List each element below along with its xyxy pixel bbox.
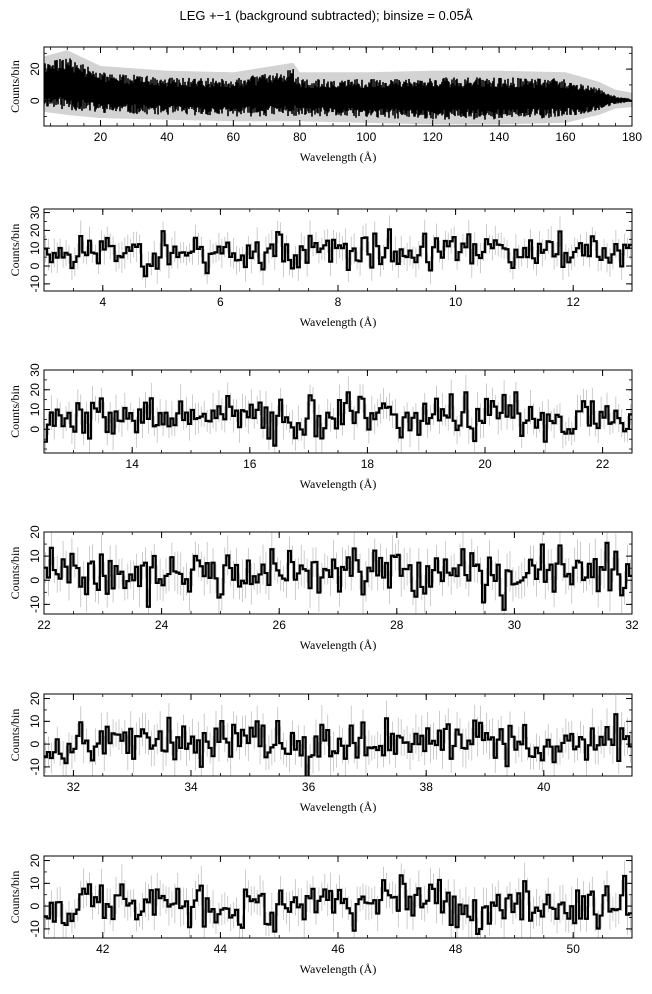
x-tick-label: 42	[96, 942, 110, 956]
y-tick-label: 0	[28, 902, 42, 909]
x-tick-label: 18	[361, 457, 375, 471]
x-axis-label: Wavelength (Å)	[300, 962, 377, 976]
x-tick-label: 24	[155, 618, 169, 632]
x-tick-label: 26	[273, 618, 287, 632]
y-tick-label: -10	[28, 275, 42, 293]
x-axis-label: Wavelength (Å)	[300, 477, 377, 491]
chart-panel-3: 14 16 18 20 22 0 10 20 30 Wavelength (Å) Counts/bi…	[8, 363, 633, 491]
y-tick-label: 0	[28, 740, 42, 747]
x-tick-label: 40	[537, 780, 551, 794]
plot-frame	[43, 46, 633, 127]
y-tick-label: 10	[28, 241, 42, 255]
x-tick-label: 120	[423, 130, 443, 144]
data-layer	[44, 374, 632, 453]
y-axis-label: Counts/bin	[8, 709, 22, 762]
x-axis-label: Wavelength (Å)	[300, 638, 377, 652]
x-tick-label: 48	[449, 942, 463, 956]
y-axis-label: Counts/bin	[8, 871, 22, 924]
x-tick-label: 80	[293, 130, 307, 144]
x-tick-label: 8	[335, 295, 342, 309]
y-tick-label: 10	[28, 876, 42, 890]
y-axis-label: Counts/bin	[8, 547, 22, 600]
x-tick-label: 20	[94, 130, 108, 144]
data-series	[44, 228, 632, 278]
x-tick-label: 30	[508, 618, 522, 632]
y-tick-label: 20	[28, 854, 42, 868]
x-tick-label: 28	[390, 618, 404, 632]
chart-panel-5: 32 34 36 38 40 -10 0 10 20 Wavelength (Å) Counts/b…	[8, 692, 633, 814]
y-tick-label: -10	[28, 920, 42, 938]
data-layer	[44, 860, 632, 938]
chart-panel-1: 20 40 60 80 100 120 140 160 180 0 20 Wavelength (Å)…	[8, 46, 642, 164]
y-tick-label: 10	[28, 549, 42, 563]
y-tick-label: 20	[28, 525, 42, 539]
x-tick-label: 10	[449, 295, 463, 309]
x-tick-label: 32	[625, 618, 639, 632]
y-tick-label: 20	[28, 692, 42, 706]
y-tick-label: 20	[28, 62, 42, 76]
x-axis-label: Wavelength (Å)	[300, 150, 377, 164]
x-tick-label: 180	[622, 130, 642, 144]
x-tick-label: 60	[227, 130, 241, 144]
y-tick-label: 20	[28, 383, 42, 397]
x-tick-label: 140	[489, 130, 509, 144]
x-tick-label: 38	[420, 780, 434, 794]
x-tick-label: 34	[184, 780, 198, 794]
y-axis-label: Counts/bin	[8, 60, 22, 113]
x-tick-label: 12	[567, 295, 581, 309]
x-tick-label: 6	[217, 295, 224, 309]
x-axis-label: Wavelength (Å)	[300, 315, 377, 329]
x-tick-label: 14	[126, 457, 140, 471]
chart-panel-6: 42 44 46 48 50 -10 0 10 20 Wavelength (Å) Counts/b…	[8, 854, 633, 976]
x-tick-label: 160	[556, 130, 576, 144]
data-series	[44, 391, 632, 447]
x-tick-label: 16	[243, 457, 257, 471]
x-tick-label: 32	[67, 780, 81, 794]
y-tick-label: 0	[28, 97, 42, 104]
data-layer	[44, 532, 632, 614]
data-series	[44, 874, 632, 936]
x-tick-label: 50	[567, 942, 581, 956]
y-tick-label: 30	[28, 363, 42, 377]
x-tick-label: 20	[478, 457, 492, 471]
chart-panel-4: 22 24 26 28 30 32 -10 0 10 20 Wavelength (Å) Counts…	[8, 525, 639, 652]
y-tick-label: 30	[28, 206, 42, 220]
y-axis-label: Counts/bin	[8, 224, 22, 277]
y-tick-label: 0	[28, 262, 42, 269]
x-tick-label: 46	[331, 942, 345, 956]
y-tick-label: 10	[28, 714, 42, 728]
chart-panel-2: 4 6 8 10 12 -10 0 10 20 30 Wavelength (Å) Counts/bi…	[8, 206, 633, 329]
y-tick-label: -10	[28, 595, 42, 613]
data-series	[44, 58, 632, 120]
x-tick-label: 44	[214, 942, 228, 956]
data-layer	[44, 695, 632, 776]
data-series	[44, 541, 632, 611]
x-axis-label: Wavelength (Å)	[300, 800, 377, 814]
y-tick-label: 10	[28, 403, 42, 417]
x-tick-label: 36	[302, 780, 316, 794]
x-tick-label: 100	[356, 130, 376, 144]
data-layer	[44, 50, 632, 125]
y-axis-label: Counts/bin	[8, 385, 22, 438]
x-tick-label: 22	[37, 618, 51, 632]
data-series	[44, 713, 632, 776]
y-tick-label: 0	[28, 426, 42, 433]
data-layer	[44, 215, 632, 288]
y-tick-label: 20	[28, 223, 42, 237]
x-tick-label: 4	[99, 295, 106, 309]
x-tick-label: 22	[596, 457, 610, 471]
y-tick-label: 0	[28, 577, 42, 584]
figure-title: LEG +−1 (background subtracted); binsize…	[179, 8, 473, 23]
y-tick-label: -10	[28, 758, 42, 776]
x-tick-label: 40	[160, 130, 174, 144]
